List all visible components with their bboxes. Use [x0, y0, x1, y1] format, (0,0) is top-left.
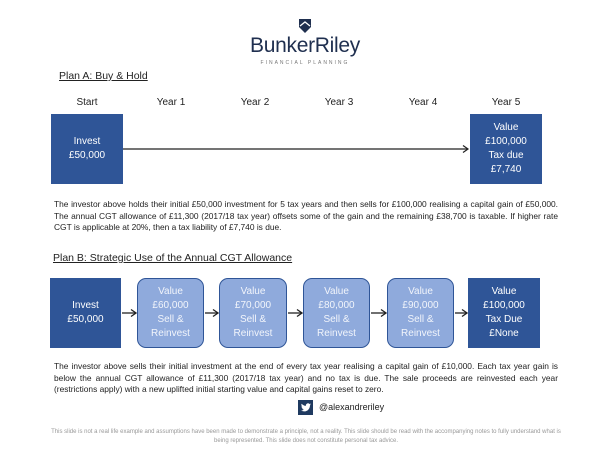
- plan-a-end-box: Value £100,000 Tax due £7,740: [470, 114, 542, 184]
- year-label: Year 4: [408, 97, 438, 108]
- box-line: £None: [489, 328, 519, 339]
- box-line: Sell &: [407, 314, 434, 325]
- year-label: Year 2: [240, 97, 270, 108]
- plan-b-box: Value £70,000 Sell & Reinvest: [219, 278, 287, 348]
- plan-b-box: Value £90,000 Sell & Reinvest: [387, 278, 454, 348]
- box-line: Sell &: [239, 314, 267, 325]
- box-line: £80,000: [318, 300, 355, 311]
- box-line: £50,000: [67, 314, 104, 325]
- box-line: Tax due: [488, 150, 524, 161]
- box-line: £100,000: [483, 300, 525, 311]
- box-line: Reinvest: [233, 328, 273, 339]
- logo-shield-icon: [299, 19, 311, 33]
- box-line: Value: [408, 286, 433, 297]
- box-line: Invest: [72, 300, 99, 311]
- flow-arrow: [205, 308, 219, 318]
- box-line: £60,000: [152, 300, 189, 311]
- flow-arrow: [371, 308, 387, 318]
- box-line: Invest: [73, 136, 101, 147]
- plan-b-box: Value £60,000 Sell & Reinvest: [137, 278, 204, 348]
- logo-name: BunkerRiley: [250, 34, 360, 57]
- box-line: Sell &: [157, 314, 184, 325]
- plan-b-box: Invest £50,000: [50, 278, 121, 348]
- box-line: Reinvest: [401, 328, 440, 339]
- box-line: £50,000: [68, 150, 106, 161]
- box-line: Value: [240, 286, 266, 297]
- flow-arrow: [288, 308, 303, 318]
- plan-a-paragraph: The investor above holds their initial £…: [54, 199, 558, 232]
- twitter-handle[interactable]: @alexandreriley: [319, 402, 385, 412]
- box-line: Value: [491, 286, 517, 297]
- disclaimer: This slide is not a real life example an…: [51, 429, 561, 444]
- box-line: £7,740: [490, 164, 522, 175]
- box-line: Value: [493, 122, 519, 133]
- year-label: Year 3: [324, 97, 354, 108]
- plan-b-box: Value £80,000 Sell & Reinvest: [303, 278, 370, 348]
- box-line: Value: [158, 286, 183, 297]
- plan-b-paragraph: The investor above sells their initial i…: [54, 361, 558, 394]
- box-line: Sell &: [323, 314, 350, 325]
- plan-b-heading: Plan B: Strategic Use of the Annual CGT …: [53, 252, 293, 264]
- box-line: £70,000: [234, 300, 272, 311]
- year-label: Start: [76, 97, 98, 108]
- twitter-icon[interactable]: [298, 400, 313, 415]
- plan-a-start-box: Invest £50,000: [51, 114, 123, 184]
- box-line: Reinvest: [317, 328, 356, 339]
- plan-a-heading: Plan A: Buy & Hold: [59, 70, 148, 82]
- year-label: Year 5: [491, 97, 521, 108]
- box-line: Reinvest: [151, 328, 190, 339]
- logo-tagline: FINANCIAL PLANNING: [260, 60, 350, 66]
- year-label: Year 1: [156, 97, 186, 108]
- flow-arrow: [455, 308, 468, 318]
- flow-arrow: [122, 308, 137, 318]
- box-line: Value: [324, 286, 349, 297]
- box-line: £90,000: [402, 300, 439, 311]
- box-line: Tax Due: [485, 314, 523, 325]
- box-line: £100,000: [485, 136, 527, 147]
- plan-a-arrow: [123, 145, 470, 153]
- plan-b-box: Value £100,000 Tax Due £None: [468, 278, 540, 348]
